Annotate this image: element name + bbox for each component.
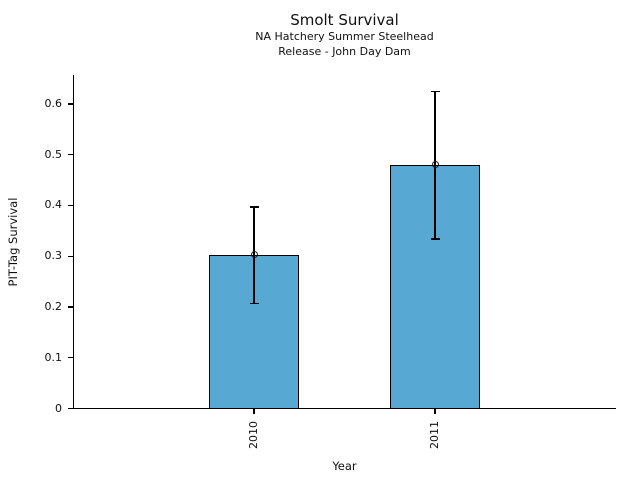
- error-cap-top-2011: [430, 90, 440, 93]
- y-tick-label: 0.2: [44, 299, 63, 313]
- x-tick-label-2010: 2010: [247, 421, 260, 449]
- y-tick: [68, 357, 73, 359]
- y-axis-label: PIT-Tag Survival: [6, 197, 20, 287]
- y-tick-label: 0.1: [44, 350, 63, 364]
- y-tick: [68, 204, 73, 207]
- y-tick-label: 0: [55, 401, 62, 415]
- chart-title: Smolt Survival: [290, 11, 399, 29]
- y-tick: [68, 154, 73, 156]
- y-tick: [68, 306, 73, 308]
- y-tick: [68, 408, 73, 410]
- error-cap-top-2010: [249, 206, 259, 208]
- point-marker-2011: [431, 161, 439, 169]
- y-tick: [68, 103, 73, 105]
- y-tick: [68, 255, 73, 257]
- x-axis-label: Year: [332, 459, 357, 473]
- chart-subtitle-line1: NA Hatchery Summer Steelhead: [255, 30, 434, 43]
- error-cap-bottom-2011: [430, 238, 440, 240]
- x-tick-2011: [434, 409, 436, 414]
- chart-subtitle-line2: Release - John Day Dam: [278, 45, 411, 58]
- y-tick-label: 0.6: [44, 96, 63, 110]
- error-cap-bottom-2010: [249, 302, 259, 305]
- x-tick-2010: [253, 409, 255, 414]
- x-tick-label-2011: 2011: [428, 421, 441, 449]
- y-tick-label: 0.4: [44, 198, 63, 212]
- y-axis-spine: [73, 75, 75, 409]
- y-tick-label: 0.3: [44, 249, 63, 263]
- point-marker-2010: [250, 251, 258, 259]
- x-axis-spine: [73, 408, 616, 410]
- y-tick-label: 0.5: [44, 147, 63, 161]
